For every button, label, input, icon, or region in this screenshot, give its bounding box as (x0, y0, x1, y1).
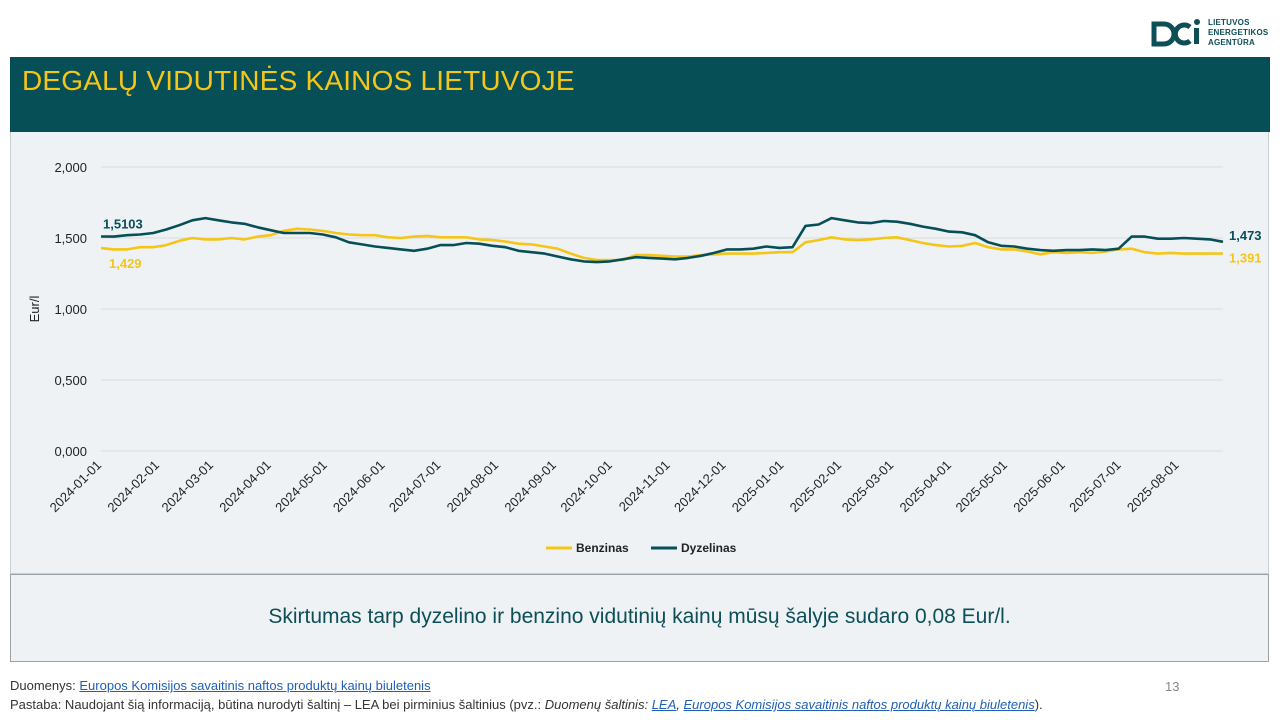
x-tick-label: 2025-07-01 (1066, 457, 1124, 515)
x-tick-label: 2025-05-01 (952, 457, 1010, 515)
bulletin-link[interactable]: Europos Komisijos savaitinis naftos prod… (683, 697, 1035, 712)
lea-logo: LIETUVOS ENERGETIKOS AGENTŪRA (1150, 16, 1270, 52)
y-axis-label: Eur/l (27, 296, 42, 323)
data-label-dyzelinas-end: 1,473 (1229, 228, 1262, 243)
source-line: Duomenys: Europos Komisijos savaitinis n… (10, 678, 431, 693)
x-tick-label: 2024-09-01 (501, 457, 559, 515)
page-number: 13 (1165, 679, 1180, 694)
x-tick-label: 2024-06-01 (330, 457, 388, 515)
page-title: DEGALŲ VIDUTINĖS KAINOS LIETUVOJE (22, 65, 575, 96)
legend-label-benzinas: Benzinas (576, 541, 629, 555)
x-tick-label: 2024-11-01 (616, 457, 673, 514)
title-banner: DEGALŲ VIDUTINĖS KAINOS LIETUVOJE (10, 57, 1270, 132)
legend-label-dyzelinas: Dyzelinas (681, 541, 737, 555)
data-label-benzinas-end: 1,391 (1229, 250, 1262, 265)
x-tick-label: 2024-02-01 (104, 457, 162, 515)
x-tick-label: 2024-08-01 (444, 457, 502, 515)
x-tick-label: 2024-12-01 (671, 457, 729, 515)
x-tick-label: 2025-01-01 (729, 457, 787, 515)
data-label-benzinas-start: 1,429 (109, 256, 142, 271)
y-tick-label: 0,500 (54, 373, 87, 388)
y-tick-label: 2,000 (54, 160, 87, 175)
x-tick-label: 2025-04-01 (897, 457, 955, 515)
y-tick-label: 0,000 (54, 444, 87, 459)
x-tick-label: 2025-03-01 (839, 457, 897, 515)
x-tick-label: 2024-04-01 (216, 457, 274, 515)
x-tick-label: 2025-06-01 (1010, 457, 1068, 515)
logo-text: LIETUVOS ENERGETIKOS AGENTŪRA (1208, 18, 1269, 47)
note-text: Skirtumas tarp dyzelino ir benzino vidut… (268, 605, 1011, 628)
x-tick-label: 2024-05-01 (272, 457, 330, 515)
lea-link[interactable]: LEA (651, 697, 677, 712)
note-panel: Skirtumas tarp dyzelino ir benzino vidut… (10, 574, 1269, 662)
x-tick-label: 2024-03-01 (158, 457, 216, 515)
data-label-dyzelinas-start: 1,5103 (103, 217, 143, 232)
x-tick-label: 2024-01-01 (47, 457, 105, 515)
y-tick-label: 1,500 (54, 231, 87, 246)
lea-logo-icon (1151, 19, 1200, 47)
x-tick-label: 2024-07-01 (386, 457, 444, 515)
remark-line: Pastaba: Naudojant šią informaciją, būti… (10, 697, 1043, 712)
x-tick-label: 2025-08-01 (1124, 457, 1182, 515)
source-link[interactable]: Europos Komisijos savaitinis naftos prod… (79, 678, 431, 693)
y-tick-label: 1,000 (54, 302, 87, 317)
fuel-price-chart: 0,000 0,500 1,000 1,500 2,000 Eur/l 2024-01-01… (27, 160, 1262, 555)
x-tick-label: 2024-10-01 (557, 457, 615, 515)
series-line-benzinas (100, 227, 1224, 262)
chart-panel: 0,000 0,500 1,000 1,500 2,000 Eur/l 2024-01-01… (10, 132, 1269, 574)
series-line-dyzelinas (100, 216, 1224, 264)
x-tick-label: 2025-02-01 (787, 457, 845, 515)
